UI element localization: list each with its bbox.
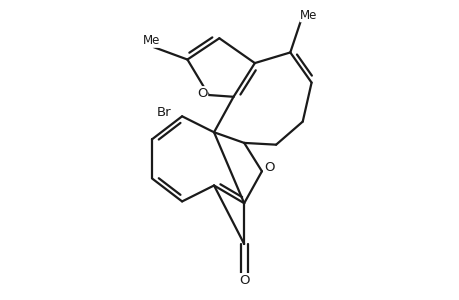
Text: Me: Me	[143, 34, 160, 47]
Text: Br: Br	[156, 106, 171, 118]
Text: O: O	[264, 161, 274, 174]
Text: O: O	[196, 87, 207, 100]
Text: Me: Me	[299, 9, 317, 22]
Text: O: O	[238, 274, 249, 287]
